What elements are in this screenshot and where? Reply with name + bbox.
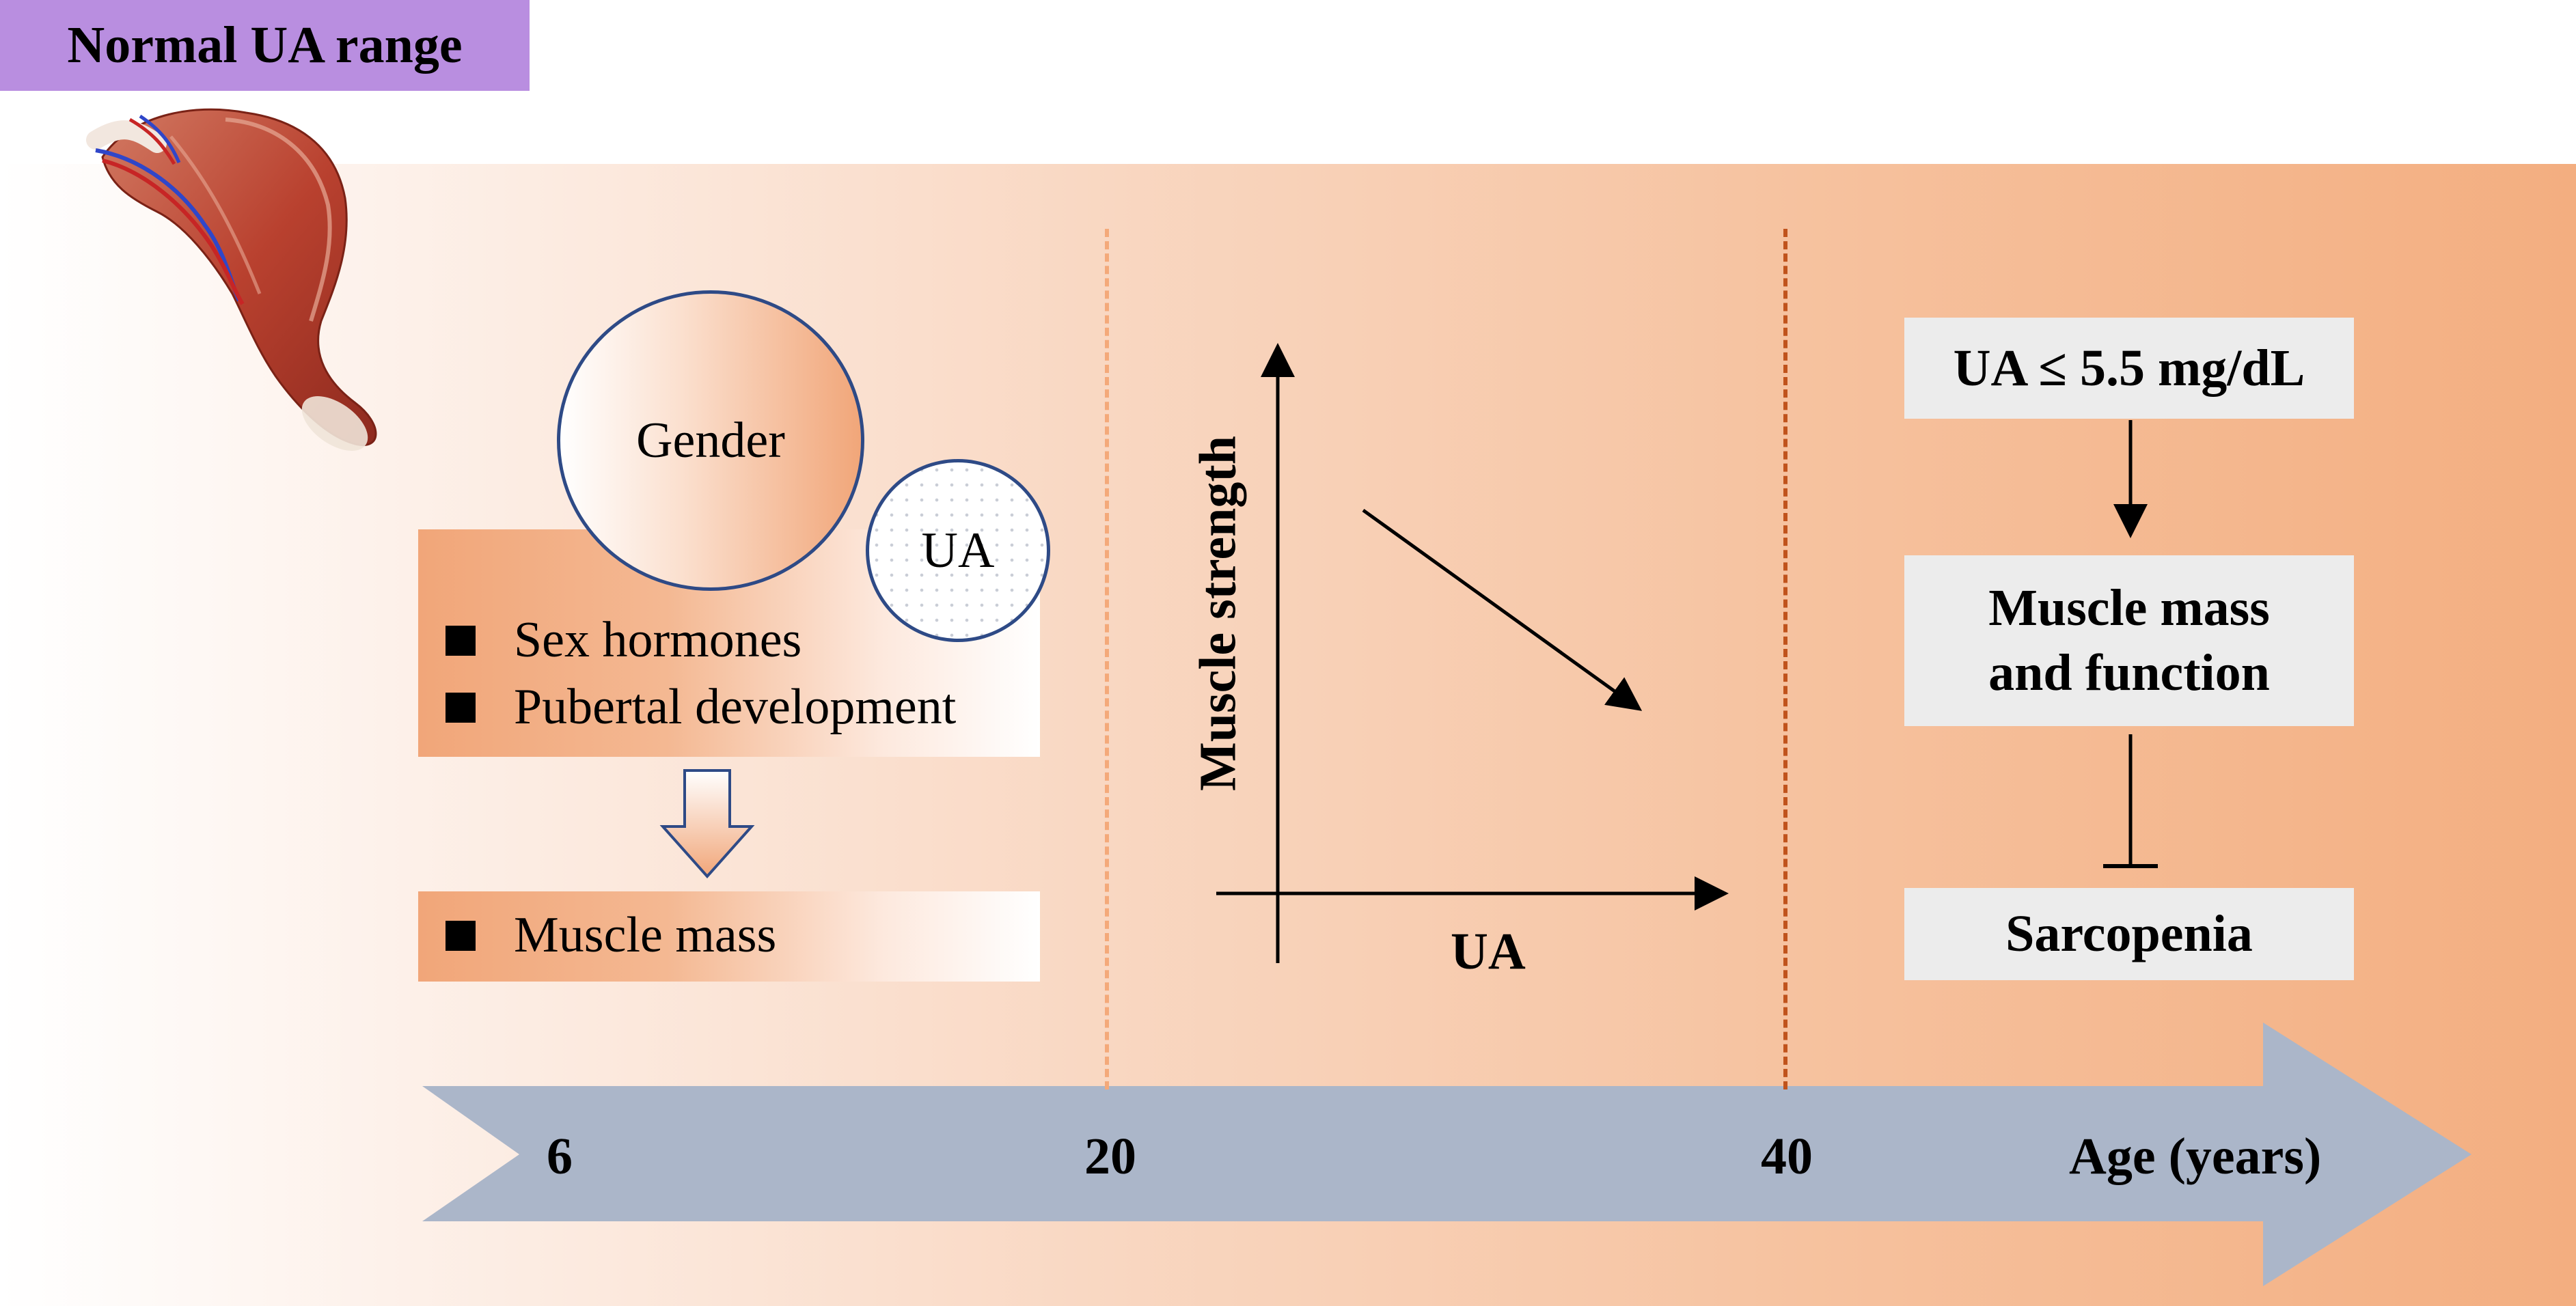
- ua-label: UA: [921, 522, 995, 579]
- function-line-2: and function: [1988, 644, 2270, 701]
- x-axis-label: UA: [1451, 923, 1526, 980]
- age-tick-40: 40: [1761, 1128, 1813, 1185]
- sarcopenia-box: Sarcopenia: [1904, 888, 2354, 980]
- divider-age-20: [1105, 229, 1109, 1089]
- strength-ua-plot: [1216, 343, 1729, 963]
- ua-circle: UA: [866, 459, 1050, 642]
- title-badge: Normal UA range: [0, 0, 530, 91]
- negative-trend-arrow: [1362, 508, 1643, 711]
- factor-label: Pubertal development: [514, 679, 957, 735]
- factor-item-sex-hormones: Sex hormones: [446, 611, 801, 669]
- outcome-label: Muscle mass: [514, 907, 777, 963]
- hollow-down-arrow-icon: [659, 769, 755, 879]
- age-tick-20: 20: [1084, 1128, 1136, 1185]
- factor-label: Sex hormones: [514, 612, 802, 668]
- function-line-1: Muscle mass: [1988, 579, 2270, 637]
- bullet-square-icon: [446, 920, 476, 951]
- ua-threshold-box: UA ≤ 5.5 mg/dL: [1904, 318, 2354, 419]
- gender-label: Gender: [636, 412, 785, 469]
- arm-muscle-illustration: [86, 108, 377, 451]
- inhibition-connector: [2103, 734, 2158, 868]
- bullet-square-icon: [446, 625, 476, 656]
- bullet-square-icon: [446, 692, 476, 723]
- timeline-arrow: [422, 1023, 2471, 1286]
- age-tick-6: 6: [547, 1128, 573, 1185]
- outcome-item-muscle-mass: Muscle mass: [446, 906, 776, 964]
- divider-age-40: [1783, 229, 1787, 1089]
- age-axis-label: Age (years): [2069, 1128, 2322, 1185]
- gender-circle: Gender: [557, 290, 864, 591]
- muscle-mass-box: Muscle mass: [418, 891, 1040, 982]
- factor-item-pubertal-development: Pubertal development: [446, 678, 956, 736]
- muscle-mass-function-box: Muscle mass and function: [1904, 555, 2354, 726]
